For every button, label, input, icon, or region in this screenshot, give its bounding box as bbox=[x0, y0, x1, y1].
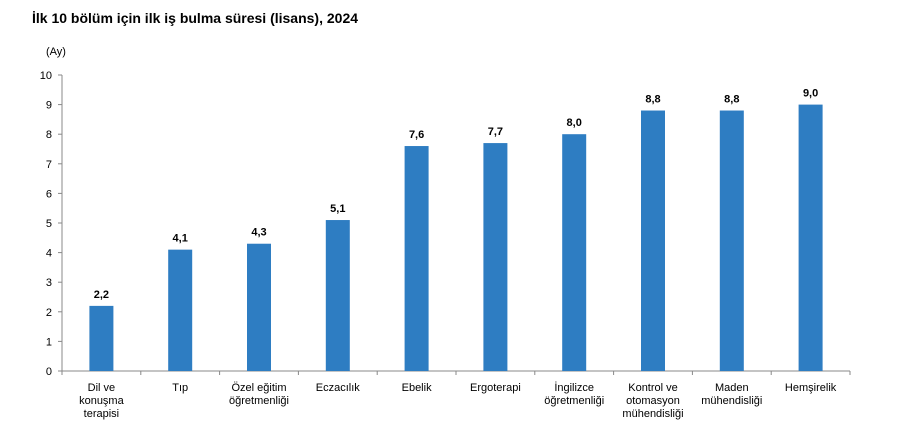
category-label-line: İngilizce bbox=[554, 381, 594, 394]
category-label: Ergoterapi bbox=[470, 382, 521, 394]
category-label: Eczacılık bbox=[316, 382, 361, 394]
data-label: 7,7 bbox=[488, 126, 503, 138]
y-tick-label: 1 bbox=[46, 336, 52, 348]
bars bbox=[89, 104, 823, 372]
bar bbox=[483, 143, 508, 371]
category-label-line: Hemşirelik bbox=[785, 382, 837, 394]
data-label: 8,8 bbox=[645, 94, 660, 106]
bar bbox=[247, 243, 271, 371]
y-tick-label: 8 bbox=[46, 129, 52, 141]
y-axis-unit-label: (Ay) bbox=[46, 46, 66, 58]
bar bbox=[404, 146, 429, 371]
bar bbox=[798, 104, 823, 371]
category-label-line: Eczacılık bbox=[316, 382, 361, 394]
y-tick-label: 0 bbox=[46, 366, 52, 378]
chart-title: İlk 10 bölüm için ilk iş bulma süresi (l… bbox=[32, 10, 359, 26]
category-label-line: Özel eğitim bbox=[231, 382, 286, 394]
category-label: Tıp bbox=[172, 382, 188, 394]
category-label: Ebelik bbox=[402, 382, 432, 394]
category-label-line: Ebelik bbox=[402, 382, 432, 394]
category-label-line: Maden bbox=[715, 382, 749, 394]
category-label-line: Kontrol ve bbox=[628, 382, 678, 394]
category-label-line: Tıp bbox=[172, 382, 188, 394]
data-labels: 2,2 4,1 4,3 5,1 7,6 7,7 8,0 8,8 8,8 9,0 bbox=[94, 88, 818, 301]
category-label: Dil ve konuşma terapisi bbox=[79, 382, 125, 420]
category-label: Maden mühendisliği bbox=[701, 382, 762, 407]
y-tick-label: 7 bbox=[46, 159, 52, 171]
y-tick-label: 10 bbox=[40, 70, 52, 82]
y-ticks: 0 1 2 3 4 5 6 7 8 9 10 bbox=[40, 70, 62, 378]
category-label-line: otomasyon bbox=[626, 395, 680, 407]
y-tick-label: 5 bbox=[46, 218, 52, 230]
data-label: 2,2 bbox=[94, 289, 109, 301]
category-label-line: öğretmenliği bbox=[544, 395, 604, 407]
y-tick-label: 3 bbox=[46, 277, 52, 289]
category-label-line: mühendisliği bbox=[701, 395, 762, 407]
category-label: İngilizce öğretmenliği bbox=[544, 381, 604, 407]
category-label-line: terapisi bbox=[84, 408, 119, 420]
y-tick-label: 4 bbox=[46, 248, 52, 260]
category-label: Hemşirelik bbox=[785, 382, 837, 394]
category-label-line: Ergoterapi bbox=[470, 382, 521, 394]
category-label: Kontrol ve otomasyon mühendisliği bbox=[622, 382, 683, 420]
data-label: 5,1 bbox=[330, 203, 345, 215]
category-label-line: öğretmenliği bbox=[229, 395, 289, 407]
data-label: 7,6 bbox=[409, 129, 424, 141]
bar bbox=[168, 249, 193, 371]
bar bbox=[562, 134, 587, 371]
category-label-line: Dil ve bbox=[88, 382, 116, 394]
data-label: 4,3 bbox=[251, 227, 266, 239]
y-tick-label: 9 bbox=[46, 100, 52, 112]
data-label: 4,1 bbox=[173, 233, 188, 245]
category-label: Özel eğitim öğretmenliği bbox=[229, 382, 289, 407]
bar bbox=[641, 110, 665, 372]
bar bbox=[325, 220, 350, 371]
y-tick-label: 2 bbox=[46, 307, 52, 319]
data-label: 8,8 bbox=[724, 94, 739, 106]
data-label: 8,0 bbox=[567, 117, 582, 129]
data-label: 9,0 bbox=[803, 88, 818, 100]
y-tick-label: 6 bbox=[46, 188, 52, 200]
category-label-line: mühendisliği bbox=[622, 408, 683, 420]
category-label-line: konuşma bbox=[79, 395, 125, 407]
bar bbox=[89, 305, 114, 371]
bar bbox=[719, 110, 744, 372]
